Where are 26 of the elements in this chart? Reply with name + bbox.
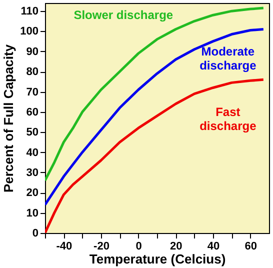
- y-tick-label: 40: [26, 146, 38, 159]
- y-tick-label: 20: [26, 187, 38, 200]
- y-tick-label: 50: [26, 126, 38, 139]
- y-axis-title: Percent of Full Capacity: [1, 44, 16, 193]
- series-label: Moderate discharge: [200, 44, 257, 72]
- y-tick-label: 100: [20, 26, 38, 38]
- x-axis-title: Temperature (Celcius): [89, 252, 226, 266]
- y-tick-label: 110: [20, 6, 38, 18]
- y-tick-label: 90: [26, 46, 38, 58]
- y-tick-label: 0: [32, 228, 38, 240]
- x-tick-label: 60: [244, 240, 257, 252]
- y-tick-label: 60: [26, 106, 38, 118]
- series-label: Fast discharge: [200, 104, 257, 133]
- line-series: [45, 78, 265, 233]
- y-tick-label: 10: [26, 207, 38, 220]
- x-tick-label: -40: [56, 240, 72, 252]
- line-series: [45, 6, 265, 182]
- y-tick-label: 80: [26, 66, 38, 78]
- y-tick-label: 30: [26, 166, 38, 179]
- line-series: [45, 28, 265, 206]
- x-tick-label: 40: [207, 240, 220, 252]
- x-tick-label: 0: [136, 240, 142, 252]
- x-tick-label: 20: [170, 240, 182, 252]
- x-tick-label: -20: [94, 240, 110, 252]
- y-tick-label: 70: [26, 86, 38, 98]
- series-label: Slower discharge: [74, 8, 174, 22]
